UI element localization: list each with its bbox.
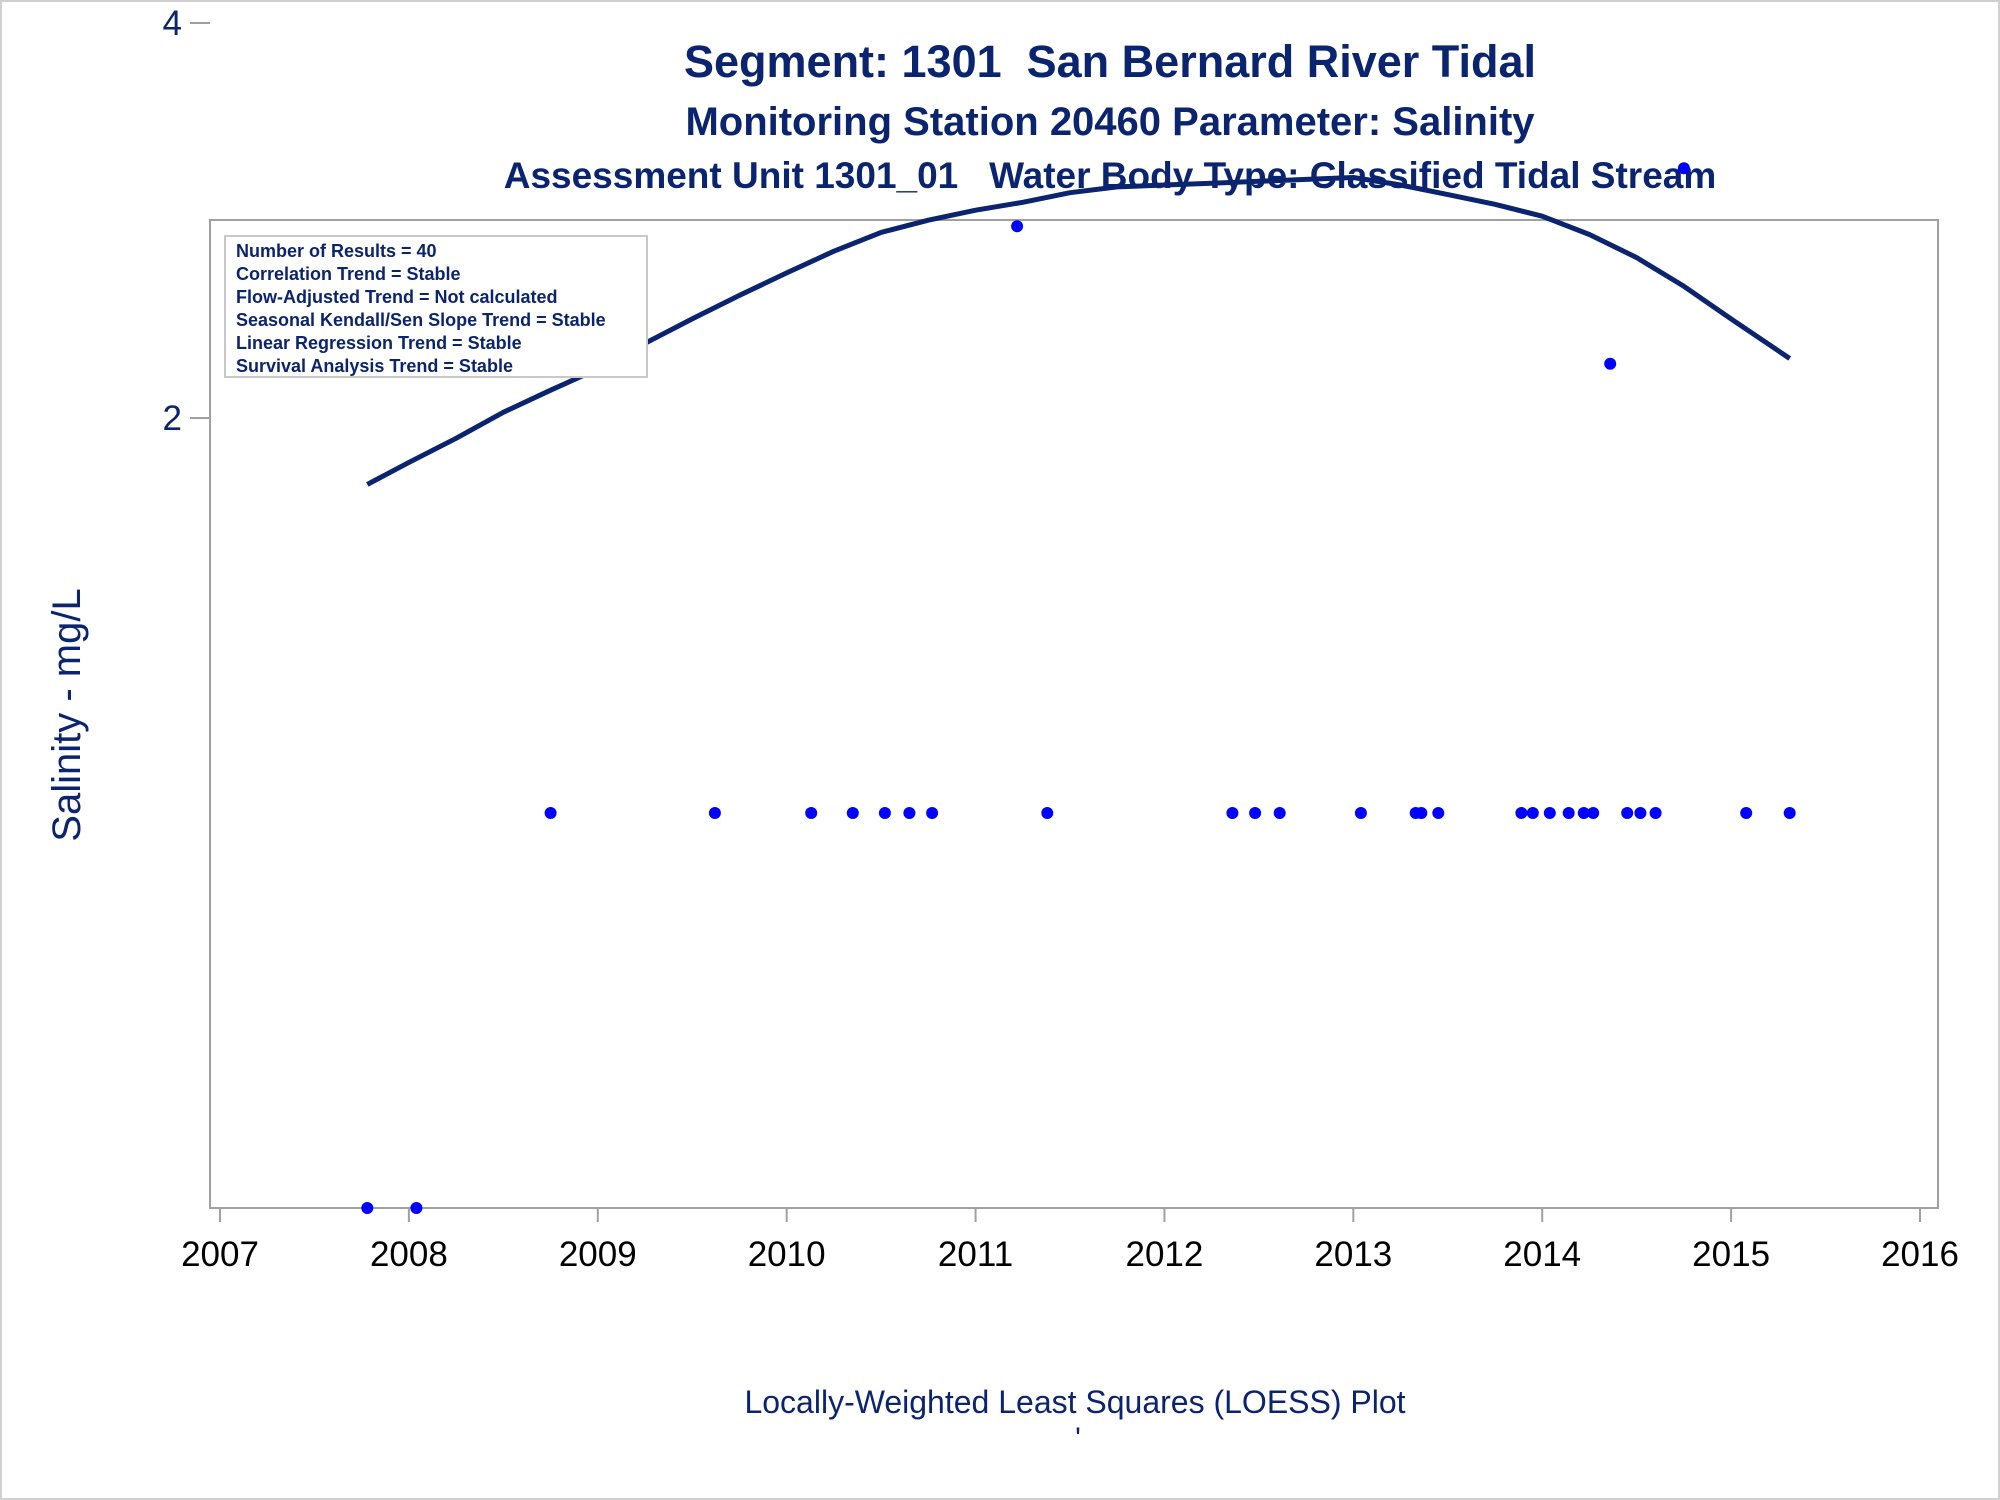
y-tick-label: 2: [163, 399, 182, 438]
data-point: [903, 807, 916, 819]
data-point: [1415, 807, 1428, 819]
x-tick-label: 2007: [181, 1235, 259, 1274]
data-point: [1432, 807, 1445, 819]
x-tick-label: 2010: [748, 1235, 826, 1274]
x-tick-label: 2016: [1881, 1235, 1959, 1274]
data-point: [1562, 807, 1575, 819]
x-tick-label: 2015: [1692, 1235, 1770, 1274]
plot-area: [209, 219, 1939, 1209]
trend-stat-line: Linear Regression Trend = Stable: [236, 333, 522, 353]
data-point: [878, 807, 891, 819]
x-tick-label: 2013: [1314, 1235, 1392, 1274]
data-point: [708, 807, 721, 819]
data-point: [1740, 807, 1753, 819]
x-tick-label: 2012: [1126, 1235, 1204, 1274]
data-point: [1041, 807, 1054, 819]
footnote: ': [1075, 1422, 1081, 1455]
data-point: [410, 1202, 423, 1214]
data-point: [926, 807, 939, 819]
data-point: [1677, 162, 1690, 175]
data-point: [1543, 807, 1556, 819]
data-point: [805, 807, 818, 819]
data-point: [1587, 807, 1600, 819]
y-tick-label: 4: [163, 4, 182, 43]
data-point: [1649, 807, 1662, 819]
x-axis-label: Locally-Weighted Least Squares (LOESS) P…: [744, 1384, 1405, 1420]
x-tick-label: 2014: [1503, 1235, 1581, 1274]
data-point: [361, 1202, 374, 1214]
trend-stat-line: Number of Results = 40: [236, 241, 437, 261]
trend-stat-line: Correlation Trend = Stable: [236, 264, 461, 284]
data-point: [544, 807, 557, 819]
x-tick-label: 2011: [938, 1235, 1013, 1274]
data-point: [1011, 220, 1024, 233]
data-point: [846, 807, 859, 819]
data-point: [1526, 807, 1539, 819]
data-point: [1634, 807, 1647, 819]
trend-stat-line: Survival Analysis Trend = Stable: [236, 356, 513, 376]
x-tick-label: 2009: [559, 1235, 637, 1274]
chart-subtitle-assessment: Assessment Unit 1301_01 Water Body Type:…: [503, 155, 1717, 196]
y-axis-label: Salinity - mg/L: [45, 588, 89, 841]
data-point: [1783, 807, 1796, 819]
data-point: [1249, 807, 1262, 819]
data-point: [1604, 357, 1617, 370]
chart-title: Segment: 1301 San Bernard River Tidal: [684, 36, 1536, 87]
x-tick-label: 2008: [370, 1235, 448, 1274]
trend-stat-line: Seasonal Kendall/Sen Slope Trend = Stabl…: [236, 310, 606, 330]
data-point: [1273, 807, 1286, 819]
data-point: [1226, 807, 1239, 819]
data-point: [1354, 807, 1367, 819]
trend-stats-box: [224, 235, 648, 378]
data-point: [1515, 807, 1528, 819]
chart-subtitle-station: Monitoring Station 20460 Parameter: Sali…: [685, 100, 1535, 144]
data-point: [1621, 807, 1634, 819]
data-point: [1577, 807, 1590, 819]
trend-stat-line: Flow-Adjusted Trend = Not calculated: [236, 287, 558, 307]
